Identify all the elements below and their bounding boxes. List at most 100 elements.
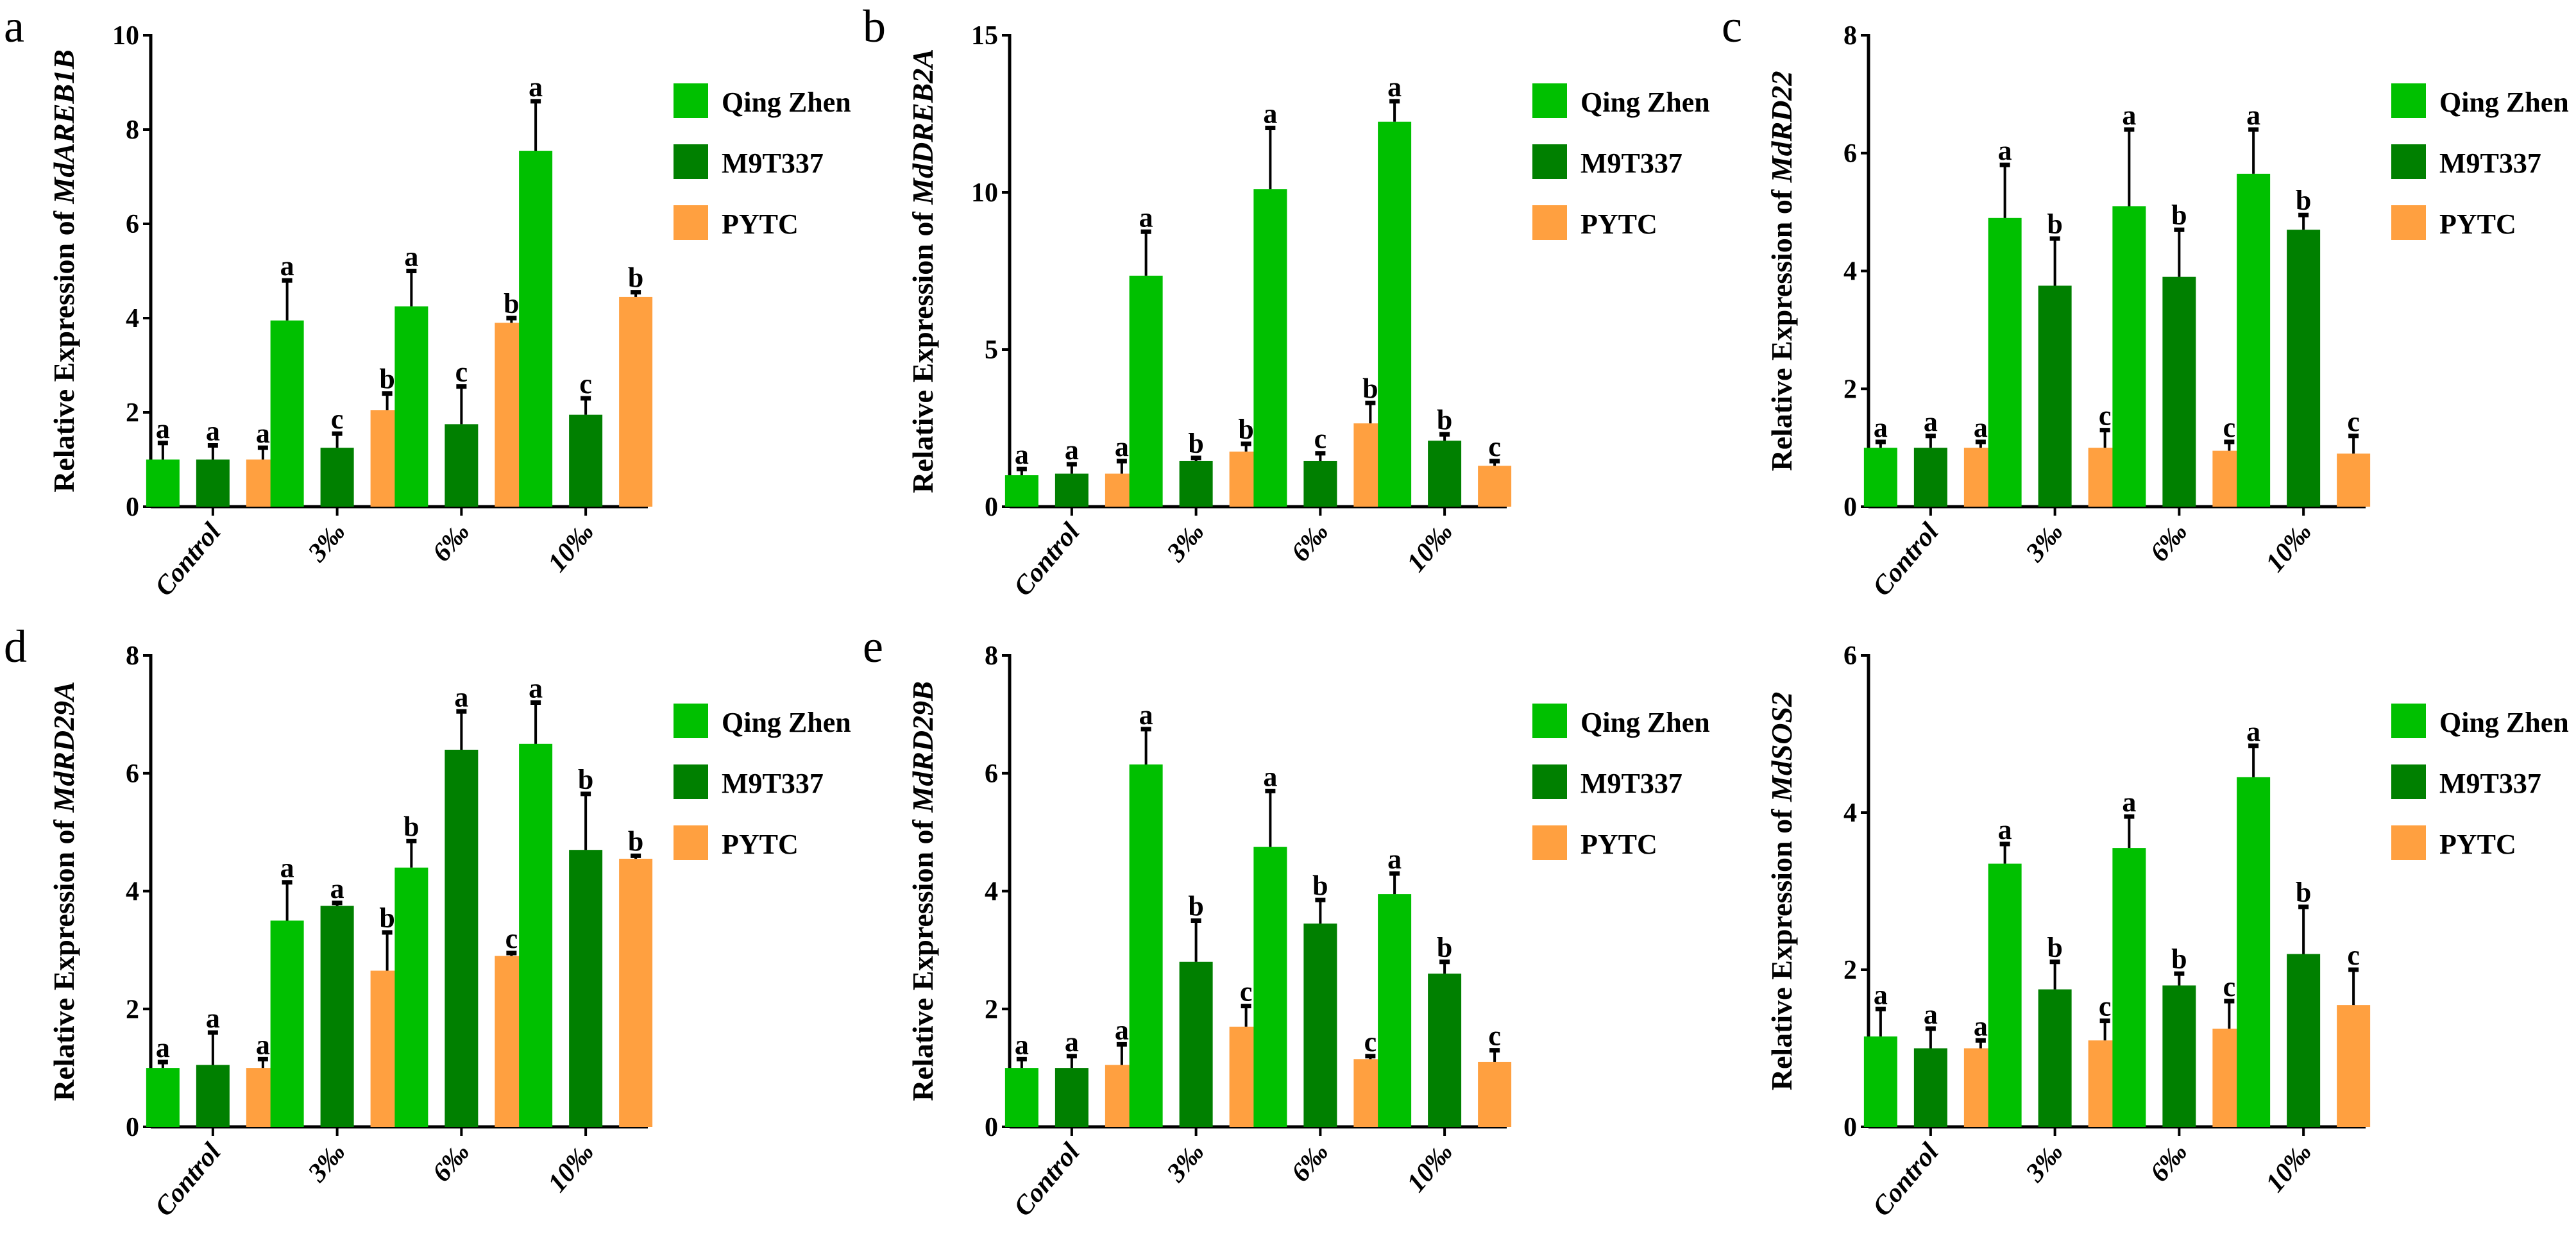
x-tick-label: 6‰ bbox=[2144, 1138, 2193, 1188]
chart-panel: d 0 2 4 6 8 Relative Expression of MdRD29A Cont… bbox=[0, 620, 859, 1240]
y-axis-label-gene: MdSOS2 bbox=[1765, 692, 1798, 802]
y-tick-label: 8 bbox=[1843, 21, 1857, 51]
y-axis-label: Relative Expression of MdAREB1B bbox=[47, 49, 80, 493]
y-tick-label: 4 bbox=[126, 304, 139, 333]
y-axis-label: Relative Expression of MdSOS2 bbox=[1765, 692, 1798, 1090]
significance-letter: b bbox=[628, 825, 643, 857]
significance-letter: b bbox=[2296, 877, 2311, 908]
y-tick-label: 4 bbox=[1843, 798, 1857, 828]
y-axis-label: Relative Expression of MdDREB2A bbox=[906, 49, 939, 493]
y-tick-label: 2 bbox=[1843, 956, 1857, 985]
y-tick-label: 0 bbox=[1843, 493, 1857, 522]
y-axis-label-prefix: Relative Expression of bbox=[906, 813, 939, 1101]
bar bbox=[1863, 448, 1897, 507]
legend-label: M9T337 bbox=[2439, 768, 2541, 799]
bar bbox=[270, 320, 304, 507]
significance-letter: b bbox=[1238, 414, 1253, 445]
significance-letter: c bbox=[1488, 1020, 1501, 1052]
significance-letter: a bbox=[2122, 786, 2136, 818]
x-tick-label: Control bbox=[1867, 1138, 1945, 1222]
legend-swatch bbox=[1532, 205, 1567, 240]
y-axis-label-prefix: Relative Expression of bbox=[47, 204, 80, 493]
significance-letter: a bbox=[1065, 434, 1079, 466]
significance-letter: a bbox=[529, 71, 543, 103]
legend-swatch bbox=[2391, 83, 2426, 118]
significance-letter: c bbox=[2099, 400, 2112, 432]
significance-letter: a bbox=[1015, 439, 1029, 470]
bar bbox=[1378, 894, 1412, 1127]
bar bbox=[1253, 189, 1287, 507]
bar bbox=[1004, 475, 1038, 507]
significance-letter: a bbox=[1974, 412, 1988, 443]
significance-letter: c bbox=[2099, 991, 2112, 1022]
legend-label: M9T337 bbox=[2439, 148, 2541, 179]
y-axis-label: Relative Expression of MdRD29A bbox=[47, 681, 80, 1101]
bar bbox=[1988, 863, 2022, 1127]
bar bbox=[2038, 989, 2072, 1127]
panel-label: e bbox=[863, 621, 883, 672]
bar bbox=[2237, 777, 2271, 1127]
y-tick-label: 10 bbox=[971, 178, 998, 208]
significance-letter: c bbox=[579, 368, 592, 400]
significance-letter: a bbox=[280, 250, 294, 282]
legend-swatch bbox=[674, 764, 708, 799]
significance-letter: c bbox=[1364, 1026, 1377, 1058]
legend-swatch bbox=[2391, 144, 2426, 179]
legend-label: PYTC bbox=[722, 208, 799, 240]
x-tick-label: 3‰ bbox=[2020, 518, 2069, 568]
bar bbox=[619, 296, 653, 507]
x-tick-label: 3‰ bbox=[302, 518, 351, 568]
bar bbox=[2112, 848, 2146, 1127]
x-tick-label: Control bbox=[149, 518, 227, 602]
legend-label: Qing Zhen 1 bbox=[2439, 87, 2576, 118]
bar bbox=[619, 858, 653, 1127]
bar bbox=[445, 424, 479, 507]
x-tick-label: Control bbox=[1867, 518, 1945, 602]
significance-letter: a bbox=[1263, 98, 1277, 130]
significance-letter: b bbox=[628, 262, 643, 294]
significance-letter: a bbox=[529, 673, 543, 704]
significance-letter: a bbox=[1139, 699, 1153, 730]
significance-letter: b bbox=[1312, 870, 1328, 901]
significance-letter: b bbox=[2171, 199, 2187, 231]
bar bbox=[1863, 1036, 1897, 1127]
y-tick-label: 2 bbox=[985, 995, 998, 1024]
significance-letter: a bbox=[1874, 979, 1888, 1010]
legend-swatch bbox=[1532, 764, 1567, 799]
legend-label: M9T337 bbox=[722, 768, 824, 799]
x-tick-label: 6‰ bbox=[427, 1138, 475, 1188]
significance-letter: a bbox=[1115, 431, 1129, 462]
significance-letter: a bbox=[206, 1002, 220, 1034]
significance-letter: b bbox=[1437, 932, 1452, 963]
x-tick-label: 6‰ bbox=[2144, 518, 2193, 568]
y-tick-label: 0 bbox=[985, 1113, 998, 1142]
chart-panel: 0 2 4 6 Relative Expression of MdSOS2 Control… bbox=[1718, 620, 2576, 1240]
y-tick-label: 4 bbox=[985, 877, 998, 907]
bar bbox=[1478, 466, 1512, 507]
y-axis-label-prefix: Relative Expression of bbox=[1765, 182, 1798, 471]
legend-swatch bbox=[674, 83, 708, 118]
bar bbox=[1303, 924, 1337, 1127]
significance-letter: b bbox=[403, 811, 419, 842]
y-axis-label: Relative Expression of MdRD29B bbox=[906, 681, 939, 1101]
significance-letter: a bbox=[2246, 99, 2260, 131]
y-tick-label: 6 bbox=[126, 210, 139, 239]
significance-letter: c bbox=[2347, 406, 2360, 437]
legend-swatch bbox=[674, 704, 708, 738]
legend-label: M9T337 bbox=[722, 148, 824, 179]
panel-label: b bbox=[863, 1, 886, 52]
bar-chart: 0 2 4 6 8 Relative Expression of MdRD22 Contro… bbox=[1765, 21, 2576, 602]
legend-label: Qing Zhen 1 bbox=[1580, 707, 1718, 738]
bar bbox=[569, 850, 603, 1127]
bar bbox=[1428, 974, 1462, 1127]
x-tick-label: Control bbox=[1008, 518, 1086, 602]
significance-letter: a bbox=[404, 241, 418, 273]
legend-swatch bbox=[1532, 704, 1567, 738]
y-tick-label: 8 bbox=[126, 115, 139, 145]
bar bbox=[1303, 460, 1337, 507]
bar bbox=[519, 151, 553, 507]
y-tick-label: 2 bbox=[126, 995, 139, 1024]
bar-chart: 0 2 4 6 8 Relative Expression of MdRD29A Contr… bbox=[47, 641, 859, 1222]
bar-chart: 0 2 4 6 Relative Expression of MdSOS2 Control… bbox=[1765, 641, 2576, 1222]
y-tick-label: 0 bbox=[126, 493, 139, 522]
